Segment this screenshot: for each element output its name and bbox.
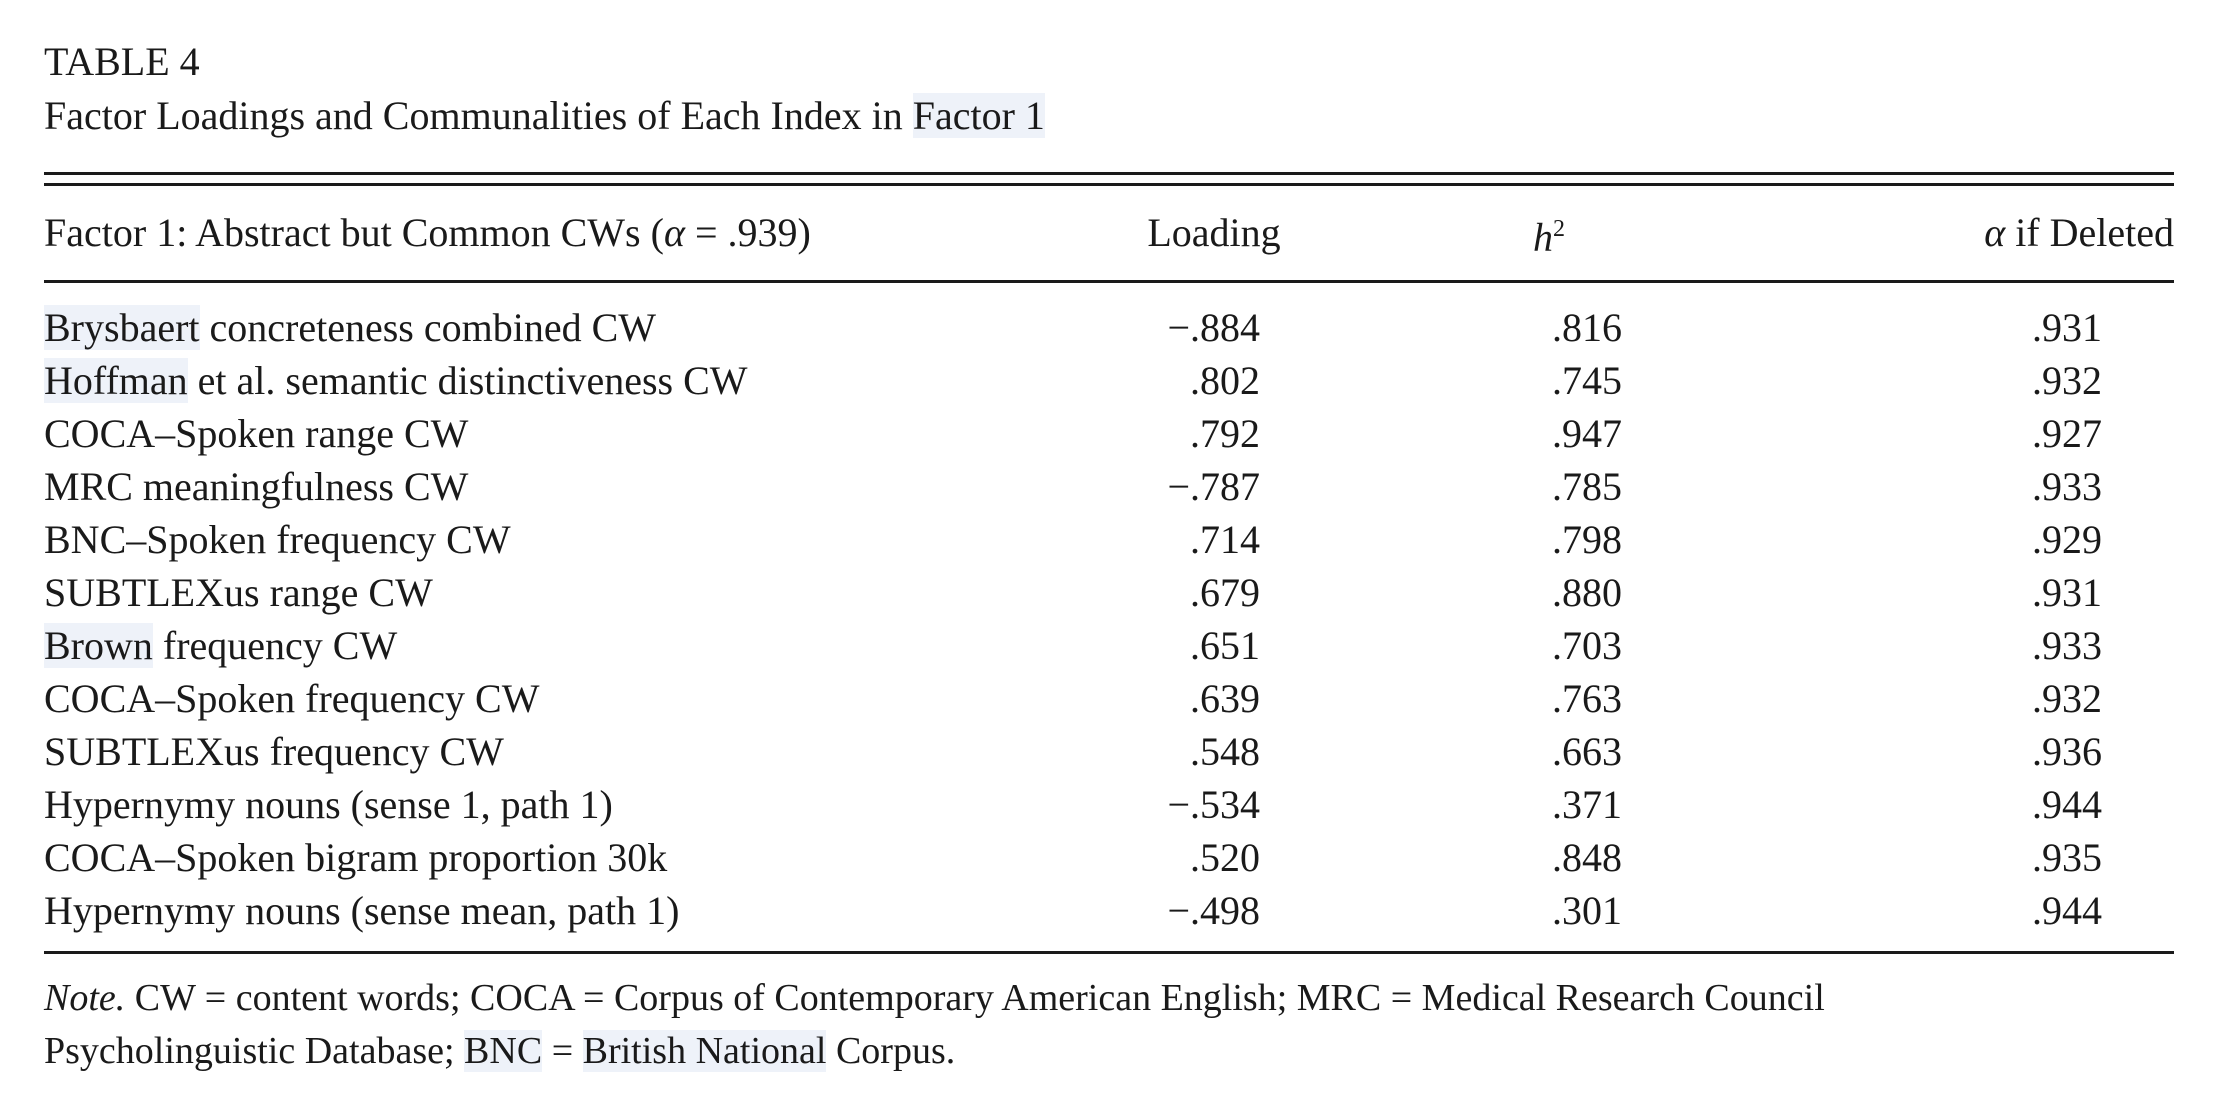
- alpha-deleted-value: .931: [2032, 570, 2102, 616]
- table-row: COCA–Spoken frequency CW .639 .763 .932: [44, 672, 2174, 725]
- index-name: Hypernymy nouns (sense 1, path 1): [44, 782, 613, 828]
- alpha-deleted-value: .944: [2032, 888, 2102, 934]
- header-loading: Loading: [1064, 186, 1364, 284]
- alpha-deleted-value: .932: [2032, 358, 2102, 404]
- loading-value: .548: [1190, 729, 1260, 775]
- h2-value: .785: [1552, 464, 1622, 510]
- alpha-deleted-value: .935: [2032, 835, 2102, 881]
- header-row: Factor 1: Abstract but Common CWs (α = .…: [44, 186, 2174, 284]
- h2-value: .301: [1552, 888, 1622, 934]
- loading-value: .792: [1190, 411, 1260, 457]
- loading-value: −.534: [1167, 782, 1260, 828]
- h2-value: .947: [1552, 411, 1622, 457]
- h2-value: .371: [1552, 782, 1622, 828]
- caption-prefix: Factor Loadings and Communalities of Eac…: [44, 93, 913, 138]
- h2-value: .848: [1552, 835, 1622, 881]
- h2-value: .663: [1552, 729, 1622, 775]
- top-double-rule: [44, 172, 2174, 186]
- note-line-2: Psycholinguistic Database; BNC = British…: [44, 1030, 956, 1073]
- table-row: SUBTLEXus frequency CW .548 .663 .936: [44, 725, 2174, 778]
- table-row: Hypernymy nouns (sense mean, path 1) −.4…: [44, 884, 2174, 951]
- loading-value: .802: [1190, 358, 1260, 404]
- alpha-deleted-value: .933: [2032, 464, 2102, 510]
- loading-value: .679: [1190, 570, 1260, 616]
- table-caption: Factor Loadings and Communalities of Eac…: [44, 90, 2174, 142]
- alpha-deleted-value: .931: [2032, 305, 2102, 351]
- index-name: COCA–Spoken range CW: [44, 411, 469, 457]
- alpha-deleted-value: .936: [2032, 729, 2102, 775]
- alpha-deleted-value: .927: [2032, 411, 2102, 457]
- alpha-deleted-value: .932: [2032, 676, 2102, 722]
- table-body: Brysbaert concreteness combined CW −.884…: [44, 282, 2174, 952]
- index-name: Brysbaert concreteness combined CW: [44, 305, 657, 351]
- table-row: Hypernymy nouns (sense 1, path 1) −.534 …: [44, 778, 2174, 831]
- table-row: Brown frequency CW .651 .703 .933: [44, 619, 2174, 672]
- index-name: COCA–Spoken bigram proportion 30k: [44, 835, 668, 881]
- alpha-deleted-value: .944: [2032, 782, 2102, 828]
- index-name: COCA–Spoken frequency CW: [44, 676, 540, 722]
- loading-value: −.787: [1167, 464, 1260, 510]
- table-container: TABLE 4 Factor Loadings and Communalitie…: [44, 36, 2174, 1078]
- table-row: COCA–Spoken bigram proportion 30k .520 .…: [44, 831, 2174, 884]
- alpha-deleted-value: .929: [2032, 517, 2102, 563]
- bottom-rule: [44, 951, 2174, 955]
- index-name: MRC meaningfulness CW: [44, 464, 469, 510]
- table-row: SUBTLEXus range CW .679 .880 .931: [44, 566, 2174, 619]
- h2-value: .703: [1552, 623, 1622, 669]
- h2-value: .763: [1552, 676, 1622, 722]
- loading-value: −.884: [1167, 305, 1260, 351]
- caption-highlight: Factor 1: [912, 93, 1045, 138]
- header-factor: Factor 1: Abstract but Common CWs (α = .…: [44, 186, 1064, 284]
- alpha-deleted-value: .933: [2032, 623, 2102, 669]
- loading-value: −.498: [1167, 888, 1260, 934]
- h2-value: .816: [1552, 305, 1622, 351]
- h2-value: .880: [1552, 570, 1622, 616]
- index-name: SUBTLEXus frequency CW: [44, 729, 504, 775]
- table-row: MRC meaningfulness CW −.787 .785 .933: [44, 460, 2174, 513]
- alpha-symbol: α: [663, 210, 685, 256]
- index-name: Brown frequency CW: [44, 623, 398, 669]
- header-alpha-if-deleted: α if Deleted: [1734, 186, 2174, 284]
- table-row: Hoffman et al. semantic distinctiveness …: [44, 354, 2174, 407]
- loading-value: .520: [1190, 835, 1260, 881]
- header-h2: h2: [1364, 186, 1734, 284]
- note-label: Note.: [44, 977, 126, 1020]
- index-name: BNC–Spoken frequency CW: [44, 517, 511, 563]
- loading-value: .639: [1190, 676, 1260, 722]
- index-name: SUBTLEXus range CW: [44, 570, 433, 616]
- table-note: Note. CW = content words; COCA = Corpus …: [44, 972, 2174, 1078]
- loading-value: .651: [1190, 623, 1260, 669]
- factor-table: Factor 1: Abstract but Common CWs (α = .…: [44, 186, 2174, 951]
- index-name: Hoffman et al. semantic distinctiveness …: [44, 358, 748, 404]
- table-row: BNC–Spoken frequency CW .714 .798 .929: [44, 513, 2174, 566]
- table-row: COCA–Spoken range CW .792 .947 .927: [44, 407, 2174, 460]
- note-line-1: Note. CW = content words; COCA = Corpus …: [44, 977, 1825, 1020]
- index-name: Hypernymy nouns (sense mean, path 1): [44, 888, 680, 934]
- loading-value: .714: [1190, 517, 1260, 563]
- h2-value: .798: [1552, 517, 1622, 563]
- table-number: TABLE 4: [44, 39, 200, 84]
- h2-value: .745: [1552, 358, 1622, 404]
- table-row: Brysbaert concreteness combined CW −.884…: [44, 282, 2174, 355]
